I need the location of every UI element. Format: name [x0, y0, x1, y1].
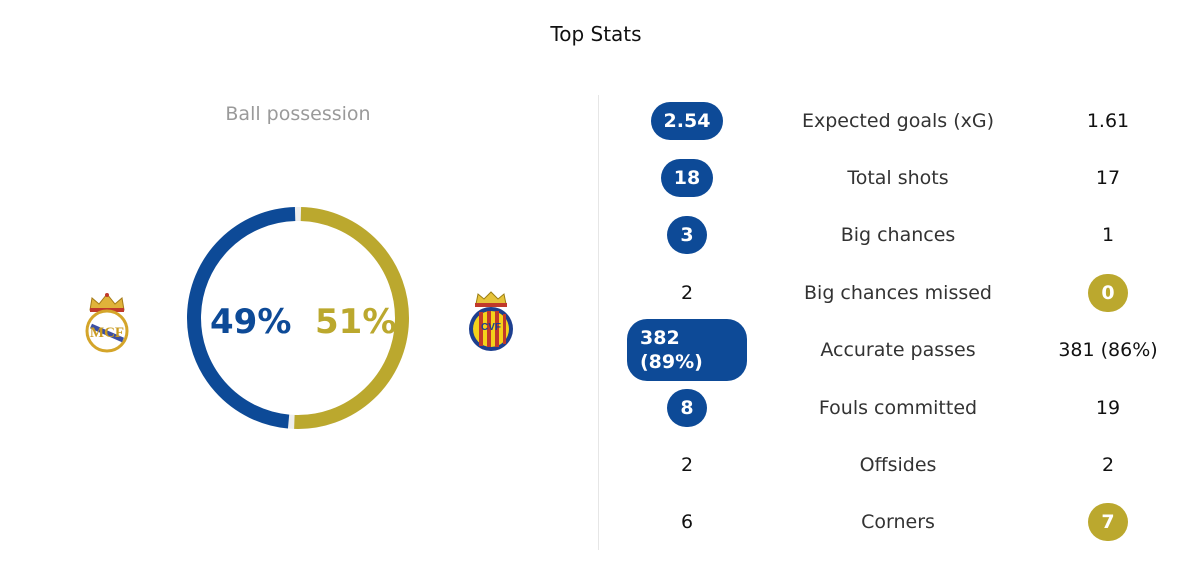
stats-table: 2.54 Expected goals (xG) 1.61 18 Total s… — [600, 92, 1192, 551]
possession-label: Ball possession — [225, 103, 371, 125]
home-value-cell: 6 — [627, 494, 747, 551]
stat-label: Fouls committed — [818, 396, 978, 419]
away-possession-value: 51% — [315, 302, 397, 342]
stat-label: Accurate passes — [820, 339, 976, 362]
stat-row-big-chances-missed: 2 Big chances missed 0 — [600, 264, 1192, 321]
away-stat-value: 1 — [1101, 224, 1115, 247]
svg-text:MCF: MCF — [90, 325, 124, 341]
away-stat-value: 2 — [1101, 454, 1115, 477]
column-divider — [598, 95, 599, 550]
away-value-cell: 381 (86%) — [1048, 322, 1168, 379]
home-value-cell: 2 — [627, 264, 747, 321]
home-value-cell: 2.54 — [627, 92, 747, 149]
away-value-cell: 0 — [1048, 264, 1168, 321]
stat-row-accurate-passes: 382 (89%) Accurate passes 381 (86%) — [600, 319, 1192, 382]
stat-label: Expected goals (xG) — [801, 109, 995, 132]
home-stat-value: 2 — [680, 454, 694, 477]
home-stat-value: 8 — [667, 388, 707, 427]
home-possession-arc — [187, 207, 296, 429]
real-madrid-crest-icon: MCF — [85, 293, 129, 353]
stat-label: Total shots — [847, 167, 949, 190]
stat-label: Big chances missed — [804, 281, 992, 304]
villarreal-crest-icon: CVF — [469, 291, 513, 351]
home-stat-value: 2.54 — [650, 101, 724, 140]
away-value-cell: 2 — [1048, 436, 1168, 493]
away-value-cell: 19 — [1048, 379, 1168, 436]
home-value-cell: 3 — [627, 207, 747, 264]
stat-label: Offsides — [859, 454, 937, 477]
home-value-cell: 8 — [627, 379, 747, 436]
home-possession-value: 49% — [210, 302, 292, 342]
home-value-cell: 382 (89%) — [627, 319, 747, 382]
stat-row-offsides: 2 Offsides 2 — [600, 436, 1192, 493]
home-value-cell: 2 — [627, 436, 747, 493]
home-value-cell: 18 — [627, 149, 747, 206]
away-possession-arc — [294, 207, 409, 429]
home-stat-value: 3 — [667, 216, 707, 255]
stat-row-total-shots: 18 Total shots 17 — [600, 149, 1192, 206]
stat-row-xg: 2.54 Expected goals (xG) 1.61 — [600, 92, 1192, 149]
stat-label: Big chances — [840, 224, 956, 247]
away-value-cell: 7 — [1048, 494, 1168, 551]
stat-row-fouls: 8 Fouls committed 19 — [600, 379, 1192, 436]
away-stat-value: 381 (86%) — [1058, 339, 1158, 362]
away-stat-value: 7 — [1088, 503, 1128, 542]
section-title: Top Stats — [550, 22, 642, 46]
stat-label: Corners — [861, 511, 935, 534]
away-stat-value: 19 — [1095, 396, 1121, 419]
away-stat-value: 0 — [1088, 273, 1128, 312]
stat-row-big-chances: 3 Big chances 1 — [600, 207, 1192, 264]
stat-row-corners: 6 Corners 7 — [600, 494, 1192, 551]
away-stat-value: 1.61 — [1086, 109, 1130, 132]
svg-text:CVF: CVF — [481, 322, 501, 333]
away-value-cell: 1.61 — [1048, 92, 1168, 149]
home-stat-value: 382 (89%) — [627, 319, 747, 382]
home-stat-value: 6 — [680, 511, 694, 534]
possession-donut-chart — [187, 207, 409, 429]
away-value-cell: 1 — [1048, 207, 1168, 264]
home-stat-value: 2 — [680, 281, 694, 304]
home-stat-value: 18 — [660, 159, 714, 198]
away-stat-value: 17 — [1095, 167, 1121, 190]
away-value-cell: 17 — [1048, 149, 1168, 206]
